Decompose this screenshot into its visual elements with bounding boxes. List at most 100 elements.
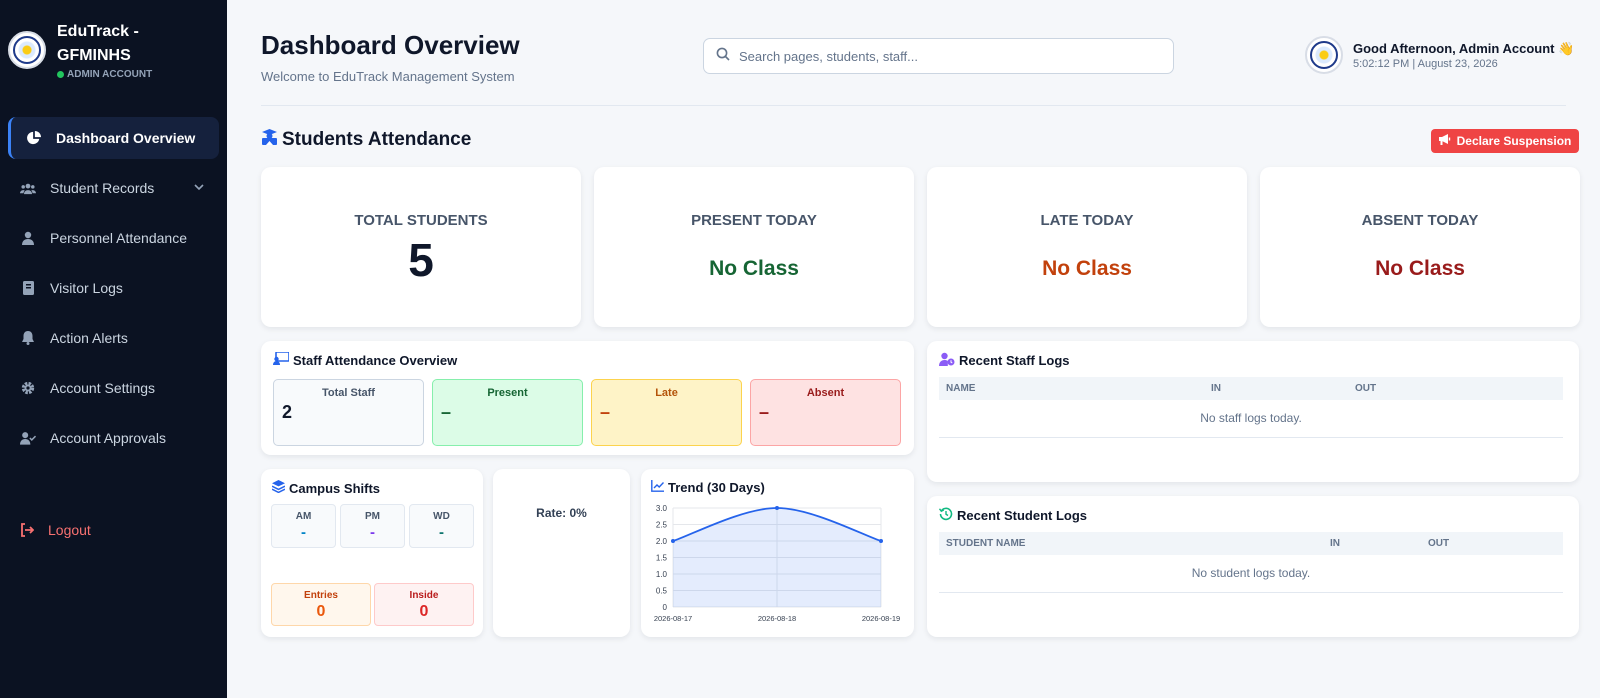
col-name: NAME [946,383,976,394]
recent-staff-logs-panel: Recent Staff Logs NAME IN OUT No staff l… [927,341,1579,482]
present-today-card: PRESENT TODAY No Class [594,167,914,327]
user-icon [20,230,36,246]
panel-title-text: Trend (30 Days) [668,480,765,495]
recent-student-logs-title: Recent Student Logs [938,507,1088,524]
search-input[interactable] [739,48,1159,64]
header-divider [261,105,1566,106]
inside-box: Inside 0 [374,583,474,626]
history-icon [938,507,953,524]
trend-point [775,506,779,510]
logout-icon [20,523,34,537]
students-attendance-title: Students Attendance [261,128,471,151]
stat-label: LATE TODAY [1040,212,1134,229]
absent-today-card: ABSENT TODAY No Class [1260,167,1580,327]
student-logs-empty: No student logs today. [939,555,1563,593]
sidebar-item-label: Dashboard Overview [56,130,196,146]
trend-area [673,508,881,607]
stat-value: 5 [408,234,434,286]
trend-chart: 0 0.5 1.0 1.5 2.0 2.5 3.0 2026-08-17 2026-08-18 2… [654,504,900,623]
sidebar: EduTrack - GFMINHS ADMIN ACCOUNT Dashboa… [0,0,227,698]
y-tick-label: 1.5 [656,554,668,563]
y-tick-label: 0.5 [656,587,668,596]
declare-suspension-label: Declare Suspension [1456,134,1572,148]
pm-shift-box: PM - [340,504,405,548]
chevron-down-icon[interactable] [193,180,205,196]
absent-staff-box: Absent – [750,379,901,446]
entries-value: 0 [316,603,326,620]
pm-shift-label: PM [365,511,380,522]
layers-icon [271,480,286,496]
page-subtitle: Welcome to EduTrack Management System [261,69,515,84]
trend-panel: Trend (30 Days) 0 0.5 1.0 1.5 2.0 2.5 3.0 2026-… [641,469,914,637]
col-out: OUT [1355,383,1377,394]
stat-value: No Class [1042,257,1132,280]
panel-title-text: Staff Attendance Overview [293,352,458,368]
wd-shift-value: - [439,524,444,541]
sidebar-item-label: Action Alerts [50,330,128,346]
school-logo [8,31,46,69]
trend-point [671,539,675,543]
stat-value: No Class [1375,257,1465,280]
absent-staff-label: Absent [806,387,845,399]
sidebar-item-action-alerts[interactable]: Action Alerts [8,317,219,359]
megaphone-icon [1438,134,1451,148]
col-in: IN [1330,538,1340,549]
inside-value: 0 [419,603,429,620]
y-tick-label: 1.0 [656,570,668,579]
stat-label: PRESENT TODAY [691,212,817,229]
late-staff-box: Late – [591,379,742,446]
search-bar [703,38,1174,74]
total-staff-value: 2 [282,402,293,422]
x-tick-label: 2026-08-19 [862,614,900,623]
recent-staff-logs-title: Recent Staff Logs [939,352,1070,369]
col-in: IN [1211,383,1221,394]
present-staff-value: – [441,402,452,422]
am-shift-box: AM - [271,504,336,548]
panel-title-text: Recent Staff Logs [959,353,1070,368]
sidebar-item-label: Student Records [50,180,155,196]
sidebar-item-account-settings[interactable]: Account Settings [8,367,219,409]
late-today-card: LATE TODAY No Class [927,167,1247,327]
trend-title: Trend (30 Days) [651,480,765,495]
late-staff-label: Late [655,387,678,399]
sidebar-item-visitor-logs[interactable]: Visitor Logs [8,267,219,309]
panel-title-text: Campus Shifts [289,480,381,496]
panel-title-text: Recent Student Logs [957,508,1088,523]
wd-shift-label: WD [433,511,450,522]
col-out: OUT [1428,538,1450,549]
present-staff-box: Present – [432,379,583,446]
stat-value: No Class [709,257,799,280]
sidebar-item-personnel-attendance[interactable]: Personnel Attendance [8,217,219,259]
y-tick-label: 3.0 [656,504,668,513]
sidebar-item-label: Visitor Logs [50,280,123,296]
absent-staff-value: – [759,402,770,422]
pie-chart-icon [26,130,42,146]
total-students-card: TOTAL STUDENTS 5 [261,167,581,327]
entries-label: Entries [304,590,338,601]
col-student-name: STUDENT NAME [946,538,1026,549]
student-logs-table-header: STUDENT NAME IN OUT [939,532,1563,555]
main-content: Dashboard Overview Welcome to EduTrack M… [227,0,1600,698]
rate-panel: Rate: 0% [493,469,630,637]
line-chart-icon [651,480,665,495]
entries-box: Entries 0 [271,583,371,626]
sidebar-item-dashboard-overview[interactable]: Dashboard Overview [8,117,219,159]
x-tick-label: 2026-08-18 [758,614,796,623]
x-tick-label: 2026-08-17 [654,614,692,623]
users-icon [20,180,36,196]
logout-button[interactable]: Logout [8,510,91,550]
avatar[interactable] [1305,36,1343,74]
sidebar-item-student-records[interactable]: Student Records [8,167,219,209]
total-staff-label: Total Staff [322,387,375,399]
campus-shifts-title: Campus Shifts [271,480,381,496]
brand-title: EduTrack - GFMINHS [57,23,139,64]
section-title-text: Students Attendance [282,128,472,150]
sidebar-nav: Dashboard Overview Student Records Perso… [0,117,227,459]
bell-icon [20,330,36,346]
sidebar-item-account-approvals[interactable]: Account Approvals [8,417,219,459]
user-clock-icon [939,352,955,369]
am-shift-label: AM [295,511,312,522]
gear-icon [20,380,36,396]
declare-suspension-button[interactable]: Declare Suspension [1431,129,1579,153]
user-check-icon [20,430,36,446]
